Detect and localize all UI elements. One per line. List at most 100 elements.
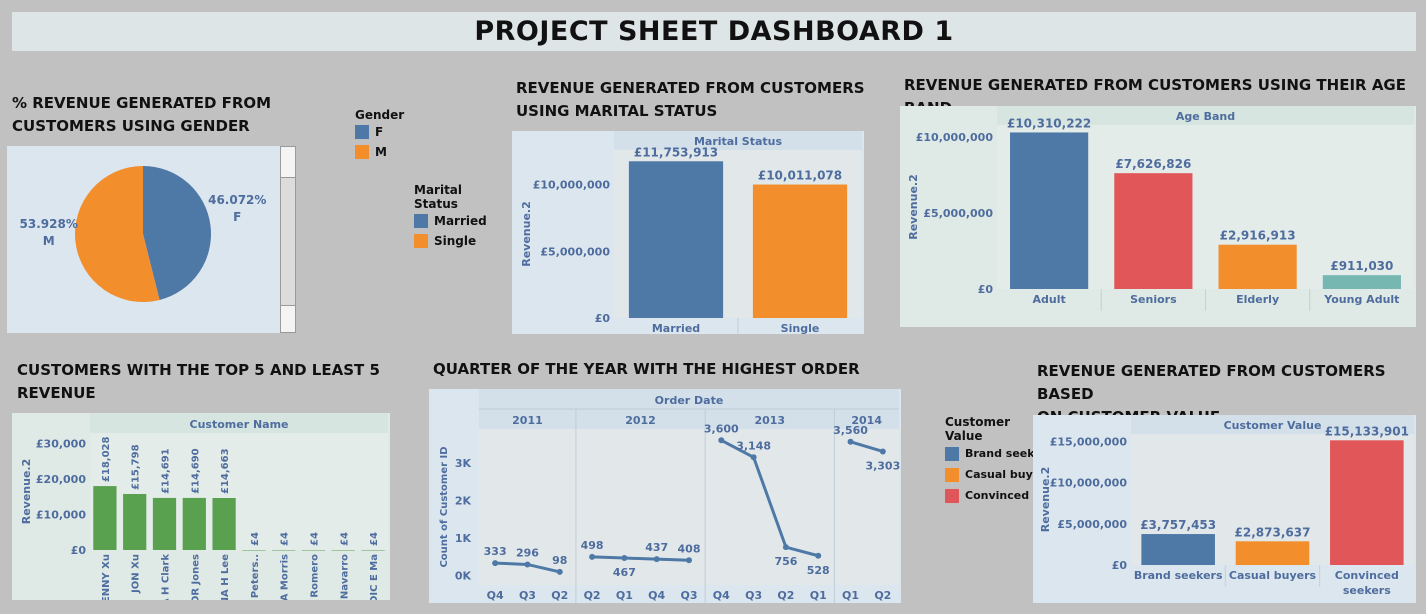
marital-title-line1: REVENUE GENERATED FROM CUSTOMERS <box>516 79 865 97</box>
series-line-2014 <box>850 440 884 453</box>
bar-5 <box>242 549 266 551</box>
chart-header-label: Customer Value <box>1224 419 1322 432</box>
point-value-label: 437 <box>645 541 668 554</box>
data-point <box>879 448 886 455</box>
gender-title-line2: CUSTOMERS USING GENDER <box>12 117 250 135</box>
value-title-line1: REVENUE GENERATED FROM CUSTOMERS BASED <box>1037 362 1386 403</box>
point-value-label: 528 <box>807 564 830 577</box>
point-value-label: 467 <box>613 566 636 579</box>
y-tick-label: £10,000,000 <box>916 131 994 144</box>
swatch-single <box>414 234 428 248</box>
x-quarter-label: Q3 <box>745 589 762 602</box>
pie-label-f: 46.072% F <box>208 193 266 224</box>
bar-2 <box>152 497 177 550</box>
x-quarter-label: Q1 <box>842 589 859 602</box>
data-point <box>621 555 628 562</box>
gender-pie-chart: 46.072% F 53.928% M <box>20 166 266 302</box>
bar-value-label: £18,028 <box>101 436 112 482</box>
value-legend-item-casual[interactable]: Casual buye.. <box>945 464 1033 485</box>
x-category-label: Adult <box>1033 293 1066 306</box>
bar-3 <box>182 497 206 550</box>
data-point <box>556 568 563 575</box>
y-tick-label: £5,000,000 <box>923 207 993 220</box>
marital-chart-panel: Marital Status £0 £5,000,000 £10,000,000 Rev… <box>512 131 864 340</box>
value-legend-item-brand[interactable]: Brand seek.. <box>945 443 1033 464</box>
x-quarter-label: Q4 <box>648 589 665 602</box>
y-axis-label: Revenue.2 <box>520 201 533 267</box>
y-axis-label: Revenue.2 <box>1039 467 1052 533</box>
point-value-label: 333 <box>484 545 507 558</box>
year-label-2012: 2012 <box>625 414 656 427</box>
gender-sheet-title: % REVENUE GENERATED FROM CUSTOMERS USING… <box>12 92 271 138</box>
chart-header-label: Order Date <box>655 394 724 407</box>
marital-legend-item-married[interactable]: Married <box>414 211 509 231</box>
y-tick-label: £5,000,000 <box>1057 518 1127 531</box>
quarter-title-line: QUARTER OF THE YEAR WITH THE HIGHEST ORD… <box>433 360 860 378</box>
year-label-2014: 2014 <box>851 414 882 427</box>
y-tick-label: 2K <box>455 494 472 507</box>
y-axis-label: Revenue.2 <box>907 174 920 240</box>
bar-value-label: £4 <box>250 532 261 546</box>
bar-0 <box>93 486 117 550</box>
value-legend-item-convinced[interactable]: Convinced s.. <box>945 485 1033 506</box>
bar-1 <box>1235 541 1310 565</box>
bar-1 <box>123 493 147 550</box>
quarter-line-chart: Order Date 0K 1K 2K 3K Count of Customer ID 20… <box>439 389 900 603</box>
data-point <box>524 561 531 568</box>
point-value-label: 756 <box>774 555 797 568</box>
chart-header-strip <box>1131 415 1414 434</box>
top5-title-line2: REVENUE <box>17 384 96 402</box>
bar-0 <box>1141 534 1215 565</box>
data-point <box>589 553 596 560</box>
series-line-2013 <box>720 438 819 558</box>
y-tick-label: £0 <box>595 312 611 325</box>
gender-legend-item-m[interactable]: M <box>355 142 425 162</box>
x-quarter-label: Q2 <box>584 589 601 602</box>
x-category-label: JON Xu <box>131 554 142 594</box>
x-category-label: Young Adult <box>1323 293 1399 306</box>
marital-legend-item-single[interactable]: Single <box>414 231 509 251</box>
bar-value-label: £14,691 <box>161 448 172 494</box>
swatch-casual <box>945 467 959 482</box>
quarter-chart-panel: Order Date 0K 1K 2K 3K Count of Customer ID 20… <box>429 389 901 603</box>
series-line-2012 <box>592 555 690 562</box>
bar-value-label: £10,310,222 <box>1007 116 1091 130</box>
gender-legend-item-f[interactable]: F <box>355 122 425 142</box>
y-tick-label: £10,000,000 <box>533 179 611 192</box>
x-category-label: DANA Romero <box>310 554 321 600</box>
x-quarter-label: Q2 <box>551 589 568 602</box>
bar-value-label: £2,873,637 <box>1235 525 1311 539</box>
point-value-label: 296 <box>516 546 539 559</box>
bar-value-label: £911,030 <box>1330 259 1393 273</box>
x-quarter-label: Q3 <box>680 589 697 602</box>
marital-legend-title: Marital Status <box>414 183 463 211</box>
bar-value-label: £14,663 <box>220 448 231 494</box>
top5-bar-chart: Customer Name £0 £10,000 £20,000 £30,000Reve… <box>20 413 388 614</box>
y-tick-label: £0 <box>71 544 87 557</box>
point-value-label: 498 <box>581 539 604 552</box>
y-tick-label: £5,000,000 <box>540 245 610 258</box>
pie-scrollbar[interactable] <box>280 146 296 333</box>
y-tick-label: £10,000 <box>36 509 86 522</box>
data-point <box>815 552 822 559</box>
chart-header-strip <box>997 106 1414 125</box>
scrollbar-track[interactable] <box>281 177 295 306</box>
bar-value-label: £11,753,913 <box>634 145 718 159</box>
y-axis-label: Revenue.2 <box>20 459 33 525</box>
bar-1 <box>752 184 848 318</box>
bar-0 <box>628 161 724 318</box>
x-category-label: HANNA H Lee <box>220 554 231 600</box>
x-category-label: EMMA Peters.. <box>250 554 261 600</box>
x-category-label: HANNA H Clark <box>161 554 172 600</box>
bar-4 <box>212 498 236 550</box>
bar-2 <box>1330 440 1404 565</box>
value-bar-chart: Customer Value £0 £5,000,000 £10,000,000 £15… <box>1039 415 1414 597</box>
quarter-sheet-title: QUARTER OF THE YEAR WITH THE HIGHEST ORD… <box>433 358 860 381</box>
x-category-label: Convinced <box>1335 569 1399 582</box>
bar-8 <box>331 549 355 551</box>
data-point <box>782 544 789 551</box>
x-category-label: CANDIC E Ma <box>369 554 380 600</box>
data-point <box>750 454 757 461</box>
x-category-label: Brand seekers <box>1134 569 1223 582</box>
point-value-label: 3,303 <box>865 459 900 472</box>
